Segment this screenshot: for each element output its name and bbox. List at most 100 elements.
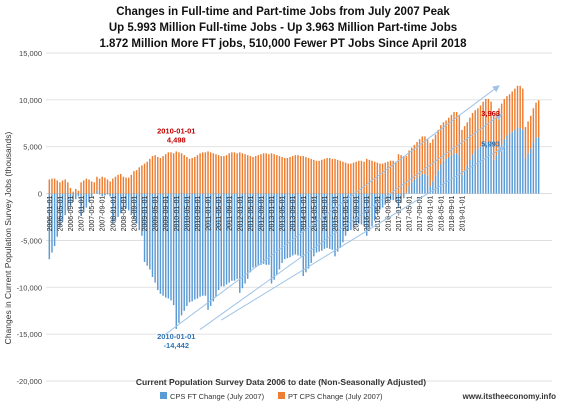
bar-pt [334, 158, 336, 194]
bar-ft [297, 193, 299, 256]
bar-pt [254, 156, 257, 194]
bar-pt [90, 181, 93, 194]
bar-pt [366, 158, 368, 194]
bar-pt [141, 165, 143, 194]
bar-pt [215, 154, 217, 194]
bar-ft [202, 193, 204, 296]
legend: CPS FT Change (July 2007) PT CPS Change … [160, 392, 383, 401]
bar-ft [453, 153, 455, 194]
bar-pt [202, 152, 204, 194]
bar-pt [363, 161, 365, 194]
bar-ft [215, 193, 217, 297]
bar-pt [313, 159, 315, 194]
bar-pt [151, 156, 154, 194]
bar-pt [220, 156, 222, 194]
bar-ft [479, 146, 482, 194]
bar-pt [389, 160, 392, 194]
bar-ft [130, 193, 133, 216]
bar-ft [336, 193, 339, 252]
bar-pt [241, 153, 244, 194]
bar-ft [387, 193, 389, 203]
bar-pt [395, 161, 397, 194]
bar-pt [535, 102, 537, 138]
x-tick-label: 2012-01-01 [237, 195, 244, 231]
bar-ft [376, 193, 379, 215]
bar-pt [392, 160, 394, 194]
bar-pt [164, 154, 167, 194]
bar-ft [178, 193, 180, 323]
bar-ft [276, 193, 278, 276]
bar-ft [281, 193, 283, 263]
bar-pt [379, 163, 381, 194]
bar-pt [268, 154, 270, 194]
bar-ft [530, 148, 532, 194]
chart-title-line-1: Changes in Full-time and Part-time Jobs … [116, 6, 450, 18]
bar-pt [180, 153, 183, 194]
y-axis-label: Changes in Current Population Survey Job… [3, 132, 13, 345]
bar-ft [112, 193, 114, 224]
bar-ft [117, 193, 119, 217]
bar-pt [490, 101, 492, 144]
bar-ft [231, 193, 233, 281]
x-tick-label: 2006-09-01 [68, 195, 75, 231]
data-label: 2010-01-01 [157, 332, 195, 341]
x-tick-label: 2013-01-01 [269, 195, 276, 231]
bar-ft [358, 193, 360, 224]
bar-ft [135, 193, 138, 224]
bar-ft [328, 193, 331, 249]
bar-pt [59, 182, 61, 194]
bar-pt [487, 98, 490, 143]
bar-ft [294, 193, 297, 255]
bar-pt [416, 142, 418, 178]
x-tick-label: 2014-01-01 [301, 195, 308, 231]
bar-ft [323, 193, 326, 249]
bar-ft [246, 193, 249, 279]
bar-pt [183, 155, 185, 194]
bar-pt [479, 105, 482, 147]
bar-pt [442, 122, 445, 161]
bar-pt [77, 190, 80, 194]
y-tick-label: 5,000 [23, 143, 42, 152]
bar-pt [291, 156, 294, 194]
bar-ft [225, 193, 228, 285]
x-tick-label: 2010-01-01 [174, 195, 181, 231]
y-tick-label: -5,000 [21, 236, 42, 245]
bar-pt [440, 125, 442, 165]
bar-ft [199, 193, 201, 297]
bar-pt [130, 174, 133, 194]
bar-pt [405, 156, 408, 193]
bar-pt [172, 153, 175, 194]
bar-pt [471, 112, 474, 155]
y-tick-label: 10,000 [19, 96, 42, 105]
bar-ft [429, 186, 431, 194]
bar-pt [56, 180, 58, 194]
bar-pt [85, 178, 88, 194]
bar-pt [336, 159, 339, 194]
bar-pt [305, 157, 307, 194]
bar-pt [450, 114, 453, 156]
bar-pt [516, 85, 519, 128]
bar-ft [408, 186, 410, 194]
x-axis-label: Current Population Survey Data 2006 to d… [136, 377, 426, 387]
bar-ft [389, 193, 392, 201]
bar-ft [331, 193, 334, 250]
x-tick-label: 2013-09-01 [290, 195, 297, 231]
bar-pt [500, 103, 503, 145]
bar-ft [522, 129, 524, 194]
bar-pt [276, 155, 278, 194]
data-label: 3,963 [481, 109, 500, 118]
bar-pt [67, 182, 69, 194]
bar-pt [455, 112, 458, 154]
bar-ft [64, 193, 66, 216]
bar-ft [424, 173, 426, 194]
bar-pt [159, 157, 162, 194]
bar-ft [284, 193, 286, 260]
bar-ft [318, 193, 320, 252]
chart-title-line-3: 1.872 Million More FT jobs, 510,000 Fewe… [99, 38, 467, 50]
bar-ft [180, 193, 183, 316]
bar-ft [445, 158, 447, 194]
bar-ft [307, 193, 310, 269]
x-tick-label: 2014-05-01 [311, 195, 318, 231]
bar-ft [262, 193, 265, 264]
bar-pt [162, 156, 164, 194]
